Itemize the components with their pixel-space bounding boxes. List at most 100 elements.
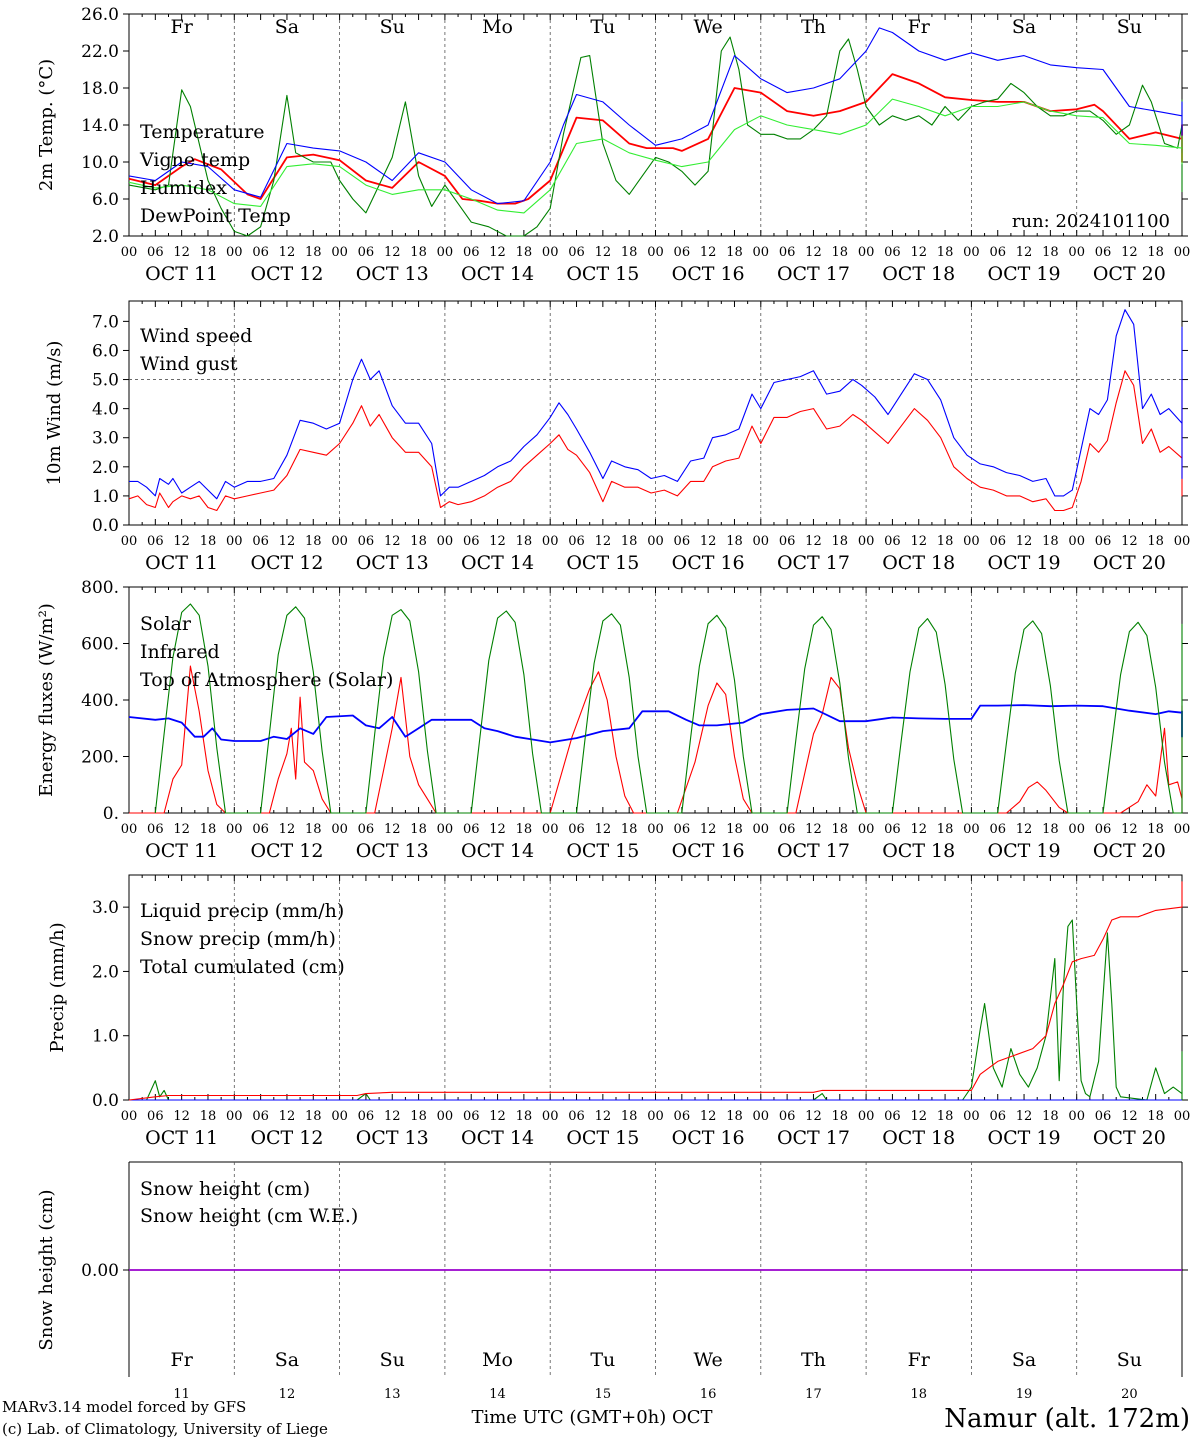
date-label: OCT 15 — [566, 552, 639, 574]
day-name-label: Fr — [171, 1349, 194, 1371]
hour-tick-label: 00 — [858, 534, 875, 549]
hour-tick-label: 12 — [384, 822, 401, 837]
hour-tick-label: 18 — [200, 534, 217, 549]
hour-tick-label: 18 — [410, 1109, 427, 1124]
hour-tick-label: 12 — [910, 1109, 927, 1124]
date-label: OCT 11 — [145, 552, 218, 574]
hour-tick-label: 18 — [410, 822, 427, 837]
date-label: OCT 19 — [988, 552, 1061, 574]
y-tick-label: 0.00 — [81, 1261, 119, 1281]
date-number-label: 12 — [279, 1387, 296, 1402]
legend-entry: Humidex — [140, 177, 227, 199]
date-label: OCT 18 — [882, 840, 955, 862]
day-name-label: Fr — [908, 1349, 931, 1371]
run-label: run: 2024101100 — [1012, 211, 1170, 232]
hour-tick-label: 06 — [568, 245, 585, 260]
hour-tick-label: 06 — [252, 1109, 269, 1124]
hour-tick-label: 18 — [726, 534, 743, 549]
date-label: OCT 14 — [461, 1127, 534, 1149]
legend-entry: Snow precip (mm/h) — [140, 928, 336, 950]
x-axis-label: Time UTC (GMT+0h) OCT — [471, 1407, 712, 1428]
date-label: OCT 16 — [672, 1127, 745, 1149]
hour-tick-label: 12 — [1121, 1109, 1138, 1124]
y-tick-label: 0.0 — [92, 1091, 119, 1111]
y-tick-label: 3.0 — [92, 429, 119, 449]
hour-tick-label: 06 — [147, 245, 164, 260]
date-number-label: 16 — [700, 1387, 717, 1402]
date-label: OCT 17 — [777, 552, 850, 574]
hour-tick-label: 06 — [674, 822, 691, 837]
hour-tick-label: 12 — [805, 534, 822, 549]
hour-tick-label: 12 — [173, 822, 190, 837]
day-name-label: Fr — [908, 16, 931, 38]
hour-tick-label: 18 — [516, 245, 533, 260]
date-number-label: 13 — [384, 1387, 401, 1402]
hour-tick-label: 06 — [358, 245, 375, 260]
hour-tick-label: 06 — [147, 1109, 164, 1124]
hour-tick-label: 06 — [1095, 822, 1112, 837]
hour-tick-label: 00 — [647, 1109, 664, 1124]
hour-tick-label: 00 — [437, 534, 454, 549]
legend-entry: Snow height (cm) — [140, 1178, 310, 1200]
hour-tick-label: 18 — [410, 245, 427, 260]
date-number-label: 20 — [1121, 1387, 1138, 1402]
hour-tick-label: 00 — [226, 822, 243, 837]
hour-tick-label: 06 — [463, 534, 480, 549]
panel-3: 0. 200. 400. 600. 800. Energy fluxes (W/m²) So… — [36, 578, 1190, 862]
hour-tick-label: 06 — [989, 1109, 1006, 1124]
hour-tick-label: 12 — [700, 534, 717, 549]
legend-entry: DewPoint Temp — [140, 205, 291, 227]
y-tick-label: 2.0 — [92, 458, 119, 478]
day-name-label: Sa — [275, 16, 299, 38]
y-tick-label: 5.0 — [92, 371, 119, 391]
y-tick-label: 0.0 — [92, 516, 119, 536]
legend-entry: Total cumulated (cm) — [140, 956, 345, 978]
hour-tick-label: 00 — [753, 822, 770, 837]
date-label: OCT 17 — [777, 1127, 850, 1149]
plot-frame — [128, 300, 1183, 526]
series-line-vigne-temp — [128, 36, 1183, 237]
date-number-label: 17 — [805, 1387, 822, 1402]
date-label: OCT 16 — [672, 840, 745, 862]
hour-tick-label: 18 — [832, 534, 849, 549]
date-label: OCT 14 — [461, 840, 534, 862]
hour-tick-label: 18 — [200, 1109, 217, 1124]
y-tick-label: 1.0 — [92, 487, 119, 507]
day-name-label: Mo — [482, 1349, 513, 1371]
y-tick-label: 1.0 — [92, 1027, 119, 1047]
legend-entry: Temperature — [140, 121, 264, 143]
hour-tick-label: 00 — [753, 534, 770, 549]
y-tick-label: 6.0 — [92, 190, 119, 210]
y-axis-title: Snow height (cm) — [36, 1189, 57, 1350]
day-name-label: Mo — [482, 16, 513, 38]
date-label: OCT 20 — [1093, 1127, 1166, 1149]
hour-tick-label: 00 — [542, 245, 559, 260]
hour-tick-label: 12 — [1016, 822, 1033, 837]
y-tick-label: 800. — [81, 578, 119, 598]
hour-tick-label: 12 — [910, 245, 927, 260]
hour-tick-label: 18 — [1147, 1109, 1164, 1124]
hour-tick-label: 00 — [858, 822, 875, 837]
hour-tick-label: 12 — [489, 534, 506, 549]
day-name-label: Tu — [590, 16, 615, 38]
hour-tick-label: 18 — [305, 245, 322, 260]
hour-tick-label: 00 — [647, 822, 664, 837]
hour-tick-label: 00 — [226, 245, 243, 260]
hour-tick-label: 00 — [858, 245, 875, 260]
hour-tick-label: 12 — [1016, 1109, 1033, 1124]
hour-tick-label: 12 — [384, 1109, 401, 1124]
hour-tick-label: 06 — [463, 245, 480, 260]
legend-entry: Top of Atmosphere (Solar) — [140, 669, 393, 691]
y-tick-label: 400. — [81, 691, 119, 711]
hour-tick-label: 18 — [621, 1109, 638, 1124]
y-axis-title: 2m Temp. (°C) — [36, 59, 57, 191]
y-tick-label: 6.0 — [92, 341, 119, 361]
hour-tick-label: 12 — [595, 534, 612, 549]
hour-tick-label: 18 — [410, 534, 427, 549]
series-line-liquid-precip-mm-h- — [129, 919, 1183, 1101]
date-label: OCT 12 — [250, 1127, 323, 1149]
hour-tick-label: 00 — [1068, 245, 1085, 260]
hour-tick-label: 18 — [1147, 534, 1164, 549]
y-axis-title: 10m Wind (m/s) — [44, 341, 65, 486]
legend-entry: Wind gust — [140, 353, 238, 375]
